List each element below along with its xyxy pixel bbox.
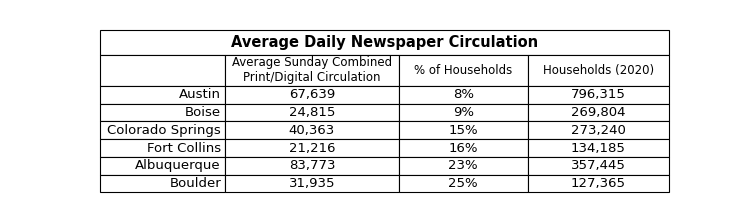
Bar <box>527 175 669 192</box>
Text: 31,935: 31,935 <box>289 177 335 190</box>
Bar <box>399 55 527 86</box>
Bar <box>225 55 399 86</box>
Text: 8%: 8% <box>453 88 474 101</box>
Text: 269,804: 269,804 <box>572 106 626 119</box>
Bar <box>100 104 225 121</box>
Bar <box>100 86 225 104</box>
Bar <box>225 139 399 157</box>
Bar <box>527 55 669 86</box>
Text: Average Sunday Combined
Print/Digital Circulation: Average Sunday Combined Print/Digital Ci… <box>232 57 392 84</box>
Bar <box>100 55 225 86</box>
Bar <box>527 121 669 139</box>
Bar <box>225 175 399 192</box>
Bar <box>399 121 527 139</box>
Bar <box>399 104 527 121</box>
Text: 796,315: 796,315 <box>571 88 626 101</box>
Bar <box>399 175 527 192</box>
Text: 127,365: 127,365 <box>571 177 626 190</box>
Text: 23%: 23% <box>448 159 478 172</box>
Text: Albuquerque: Albuquerque <box>136 159 221 172</box>
Bar <box>100 121 225 139</box>
Text: % of Households: % of Households <box>414 64 512 77</box>
Bar <box>100 175 225 192</box>
Bar <box>527 157 669 175</box>
Text: 67,639: 67,639 <box>289 88 335 101</box>
Bar <box>100 139 225 157</box>
Text: Colorado Springs: Colorado Springs <box>107 124 221 137</box>
Text: 40,363: 40,363 <box>289 124 335 137</box>
Text: Fort Collins: Fort Collins <box>147 141 221 154</box>
Bar <box>225 104 399 121</box>
Text: Average Daily Newspaper Circulation: Average Daily Newspaper Circulation <box>231 35 538 50</box>
Text: 24,815: 24,815 <box>289 106 335 119</box>
Bar <box>225 121 399 139</box>
Text: Austin: Austin <box>179 88 221 101</box>
Text: 273,240: 273,240 <box>571 124 626 137</box>
Text: Boise: Boise <box>185 106 221 119</box>
Bar <box>399 86 527 104</box>
Text: Boulder: Boulder <box>170 177 221 190</box>
Bar <box>527 104 669 121</box>
Bar <box>100 157 225 175</box>
Bar <box>399 139 527 157</box>
Text: 25%: 25% <box>448 177 478 190</box>
Bar <box>225 157 399 175</box>
Text: 9%: 9% <box>453 106 474 119</box>
Text: 15%: 15% <box>448 124 478 137</box>
Bar <box>527 139 669 157</box>
Text: Households (2020): Households (2020) <box>543 64 654 77</box>
Text: 134,185: 134,185 <box>571 141 626 154</box>
Bar <box>527 86 669 104</box>
Text: 83,773: 83,773 <box>289 159 335 172</box>
Bar <box>100 30 669 55</box>
Bar <box>399 157 527 175</box>
Text: 21,216: 21,216 <box>289 141 335 154</box>
Text: 357,445: 357,445 <box>571 159 626 172</box>
Text: 16%: 16% <box>448 141 478 154</box>
Bar <box>225 86 399 104</box>
